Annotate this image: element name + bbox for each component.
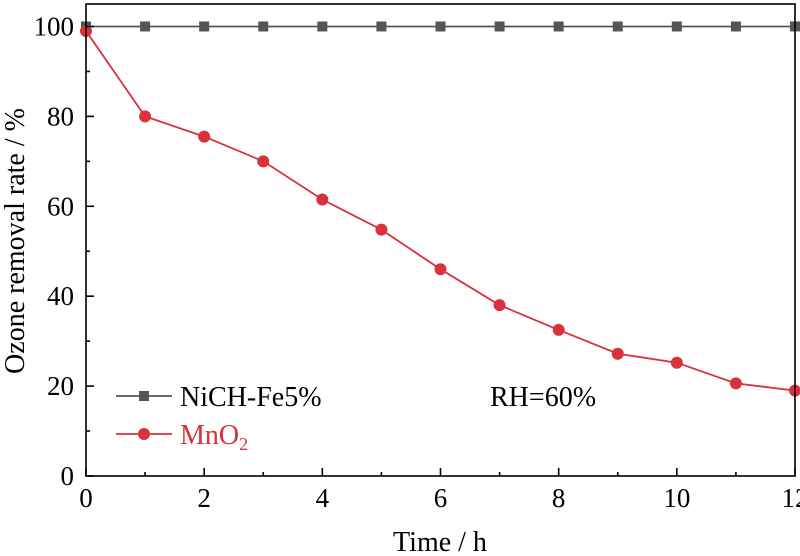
data-point-circle [316, 193, 329, 206]
rh-annotation: RH=60% [490, 382, 596, 413]
legend-item-nich-fe5: NiCH-Fe5% [116, 382, 322, 413]
y-tick-label: 60 [47, 191, 74, 221]
legend-marker-square [139, 391, 149, 401]
data-point-circle [434, 263, 447, 276]
data-point-square [671, 21, 682, 32]
data-point-circle [611, 347, 624, 360]
x-tick-label: 12 [782, 483, 800, 513]
data-point-circle [139, 110, 152, 123]
x-tick-label: 6 [434, 483, 448, 513]
data-point-square [376, 21, 387, 32]
legend-marker-circle [138, 428, 150, 440]
data-point-circle [257, 155, 270, 168]
axis-ticks [85, 25, 796, 477]
data-point-circle [198, 130, 211, 143]
y-tick-label: 0 [61, 461, 75, 491]
y-axis-label: Ozone removal rate / % [0, 108, 31, 374]
data-point-square [317, 21, 328, 32]
legend-label-mno2-base: MnO [180, 420, 239, 451]
legend-item-mno2: MnO2 [116, 420, 248, 454]
data-point-square [494, 21, 505, 32]
data-point-square [612, 21, 623, 32]
x-tick-label: 4 [316, 483, 330, 513]
data-point-square [553, 21, 564, 32]
data-point-circle [729, 377, 742, 390]
y-tick-label: 100 [34, 11, 75, 41]
data-point-circle [670, 356, 683, 369]
series-line-1 [85, 30, 796, 392]
x-tick-label: 2 [197, 483, 211, 513]
legend-label-mno2: MnO2 [180, 420, 248, 454]
y-tick-labels: 0 20 40 60 80 100 [34, 11, 75, 491]
data-point-circle [552, 323, 565, 336]
legend-label-mno2-subscript: 2 [239, 434, 248, 454]
x-tick-label: 8 [552, 483, 566, 513]
data-point-square [435, 21, 446, 32]
x-tick-label: 10 [663, 483, 690, 513]
legend-label-nich-fe5: NiCH-Fe5% [180, 382, 322, 413]
plot-markers [80, 21, 800, 397]
data-point-circle [375, 223, 388, 236]
x-axis-label: Time / h [393, 527, 487, 556]
y-tick-label: 80 [47, 101, 74, 131]
x-tick-label: 0 [79, 483, 93, 513]
y-tick-label: 40 [47, 281, 74, 311]
data-point-square [199, 21, 210, 32]
data-point-square [140, 21, 151, 32]
x-tick-labels: 0 2 4 6 8 10 12 [79, 483, 800, 513]
data-point-square [730, 21, 741, 32]
data-point-circle [493, 299, 506, 312]
legend: NiCH-Fe5% MnO2 [116, 382, 322, 454]
y-tick-label: 20 [47, 371, 74, 401]
data-point-square [258, 21, 269, 32]
plot-lines [85, 25, 796, 392]
